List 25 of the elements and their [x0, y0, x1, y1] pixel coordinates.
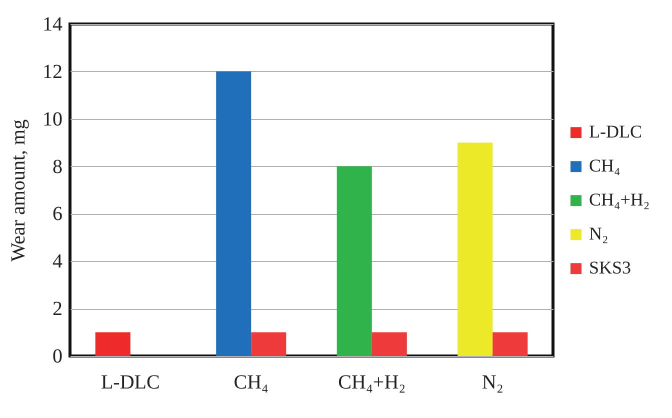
y-tick-label: 2 [52, 298, 62, 320]
y-tick-label: 0 [52, 346, 62, 368]
legend-label: N₂ [589, 224, 608, 244]
bar [372, 332, 407, 356]
x-tick-label: N₂ [482, 372, 504, 394]
y-tick-label: 12 [42, 60, 62, 83]
bar [251, 332, 286, 356]
y-tick-label: 8 [52, 156, 62, 178]
bar [492, 332, 528, 356]
x-tick-label: CH₄ [234, 372, 269, 394]
bar [336, 166, 372, 356]
y-tick-label: 10 [42, 108, 62, 130]
bar [95, 332, 130, 356]
y-tick-label: 14 [42, 14, 62, 36]
x-tick-label: CH₄+H₂ [338, 372, 406, 394]
y-tick-label: 6 [52, 203, 62, 226]
y-tick-label: 4 [52, 250, 62, 273]
x-tick-label: L-DLC [100, 372, 160, 394]
legend-label: CH₄+H₂ [589, 190, 650, 210]
bar [458, 142, 493, 356]
bar [216, 71, 252, 356]
y-axis-title: Wear amount, mg [8, 119, 30, 262]
legend-label: L-DLC [589, 122, 642, 142]
legend-label: CH₄ [589, 156, 620, 176]
legend-label: SKS3 [589, 258, 632, 278]
